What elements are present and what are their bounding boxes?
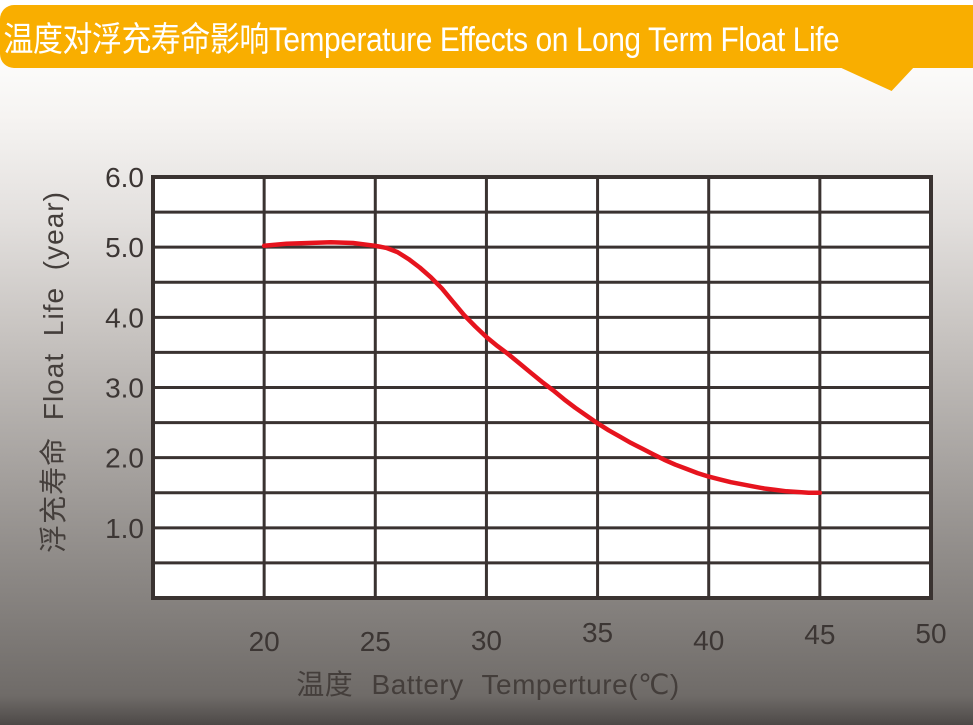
- x-tick-label: 40: [693, 625, 724, 656]
- y-axis-title: 浮充寿命 Float Life (year): [38, 191, 69, 553]
- y-tick-label: 6.0: [105, 162, 144, 193]
- x-tick-label: 50: [915, 618, 946, 649]
- x-tick-label: 35: [582, 617, 613, 648]
- y-tick-label: 3.0: [105, 373, 144, 404]
- y-tick-label: 4.0: [105, 302, 144, 333]
- x-tick-label: 45: [804, 619, 835, 650]
- x-tick-label: 30: [471, 625, 502, 656]
- x-tick-label: 25: [360, 626, 391, 657]
- x-axis-title: 温度 Battery Temperture(℃): [296, 669, 680, 700]
- y-tick-label: 2.0: [105, 443, 144, 474]
- plot-border: [151, 175, 933, 600]
- gridlines: [153, 177, 931, 598]
- y-tick-label: 5.0: [105, 232, 144, 263]
- title-banner: 温度对浮充寿命影响Temperature Effects on Long Ter…: [0, 5, 973, 68]
- y-tick-label: 1.0: [105, 513, 144, 544]
- page-title: 温度对浮充寿命影响Temperature Effects on Long Ter…: [3, 21, 840, 59]
- x-tick-label: 20: [249, 626, 280, 657]
- float-life-vs-temperature-curve: [261, 240, 823, 496]
